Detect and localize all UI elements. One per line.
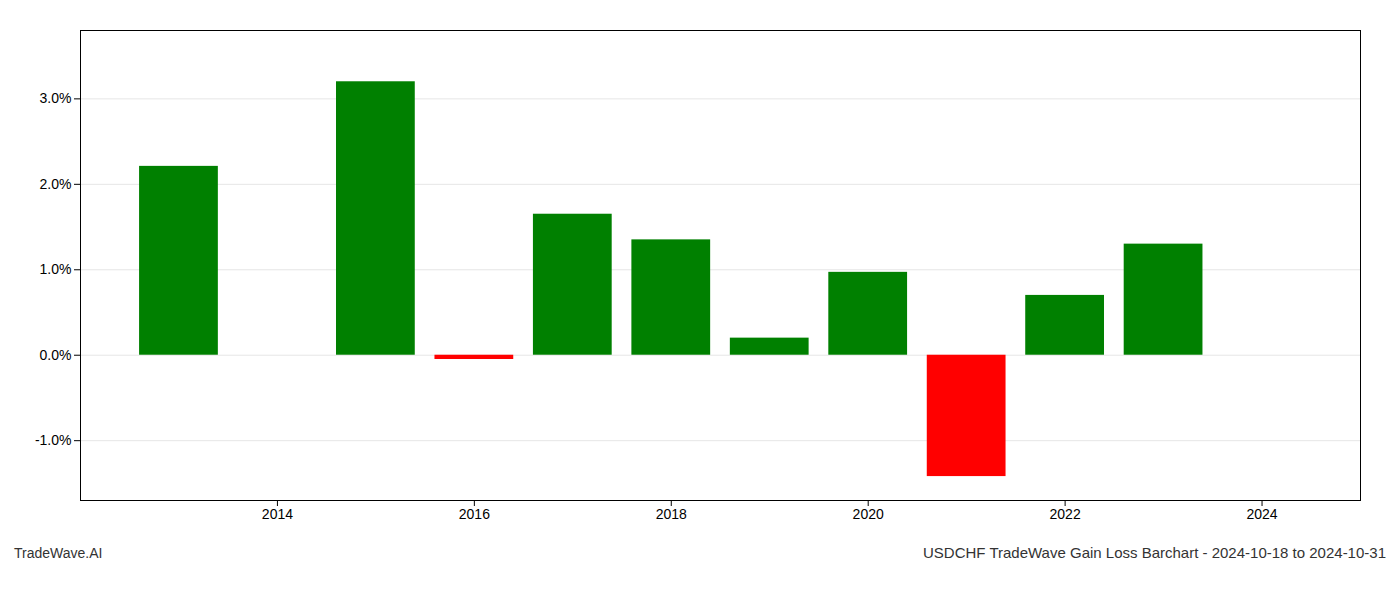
svg-text:2018: 2018 [656,506,687,522]
svg-text:2022: 2022 [1050,506,1081,522]
html-text:USDCHF TradeWave Gain Loss Bar: USDCHF TradeWave Gain Loss Barchart - 20… [923,544,1386,561]
svg-text:2016: 2016 [459,506,490,522]
svg-text:2014: 2014 [262,506,293,522]
svg-text:2.0%: 2.0% [40,176,72,192]
svg-text:3.0%: 3.0% [40,90,72,106]
svg-text:-1.0%: -1.0% [35,432,72,448]
svg-text:2024: 2024 [1246,506,1277,522]
html-text:TradeWave.AI: TradeWave.AI [14,545,103,561]
svg-text:2020: 2020 [853,506,884,522]
svg-text:0.0%: 0.0% [40,347,72,363]
svg-text:1.0%: 1.0% [40,261,72,277]
